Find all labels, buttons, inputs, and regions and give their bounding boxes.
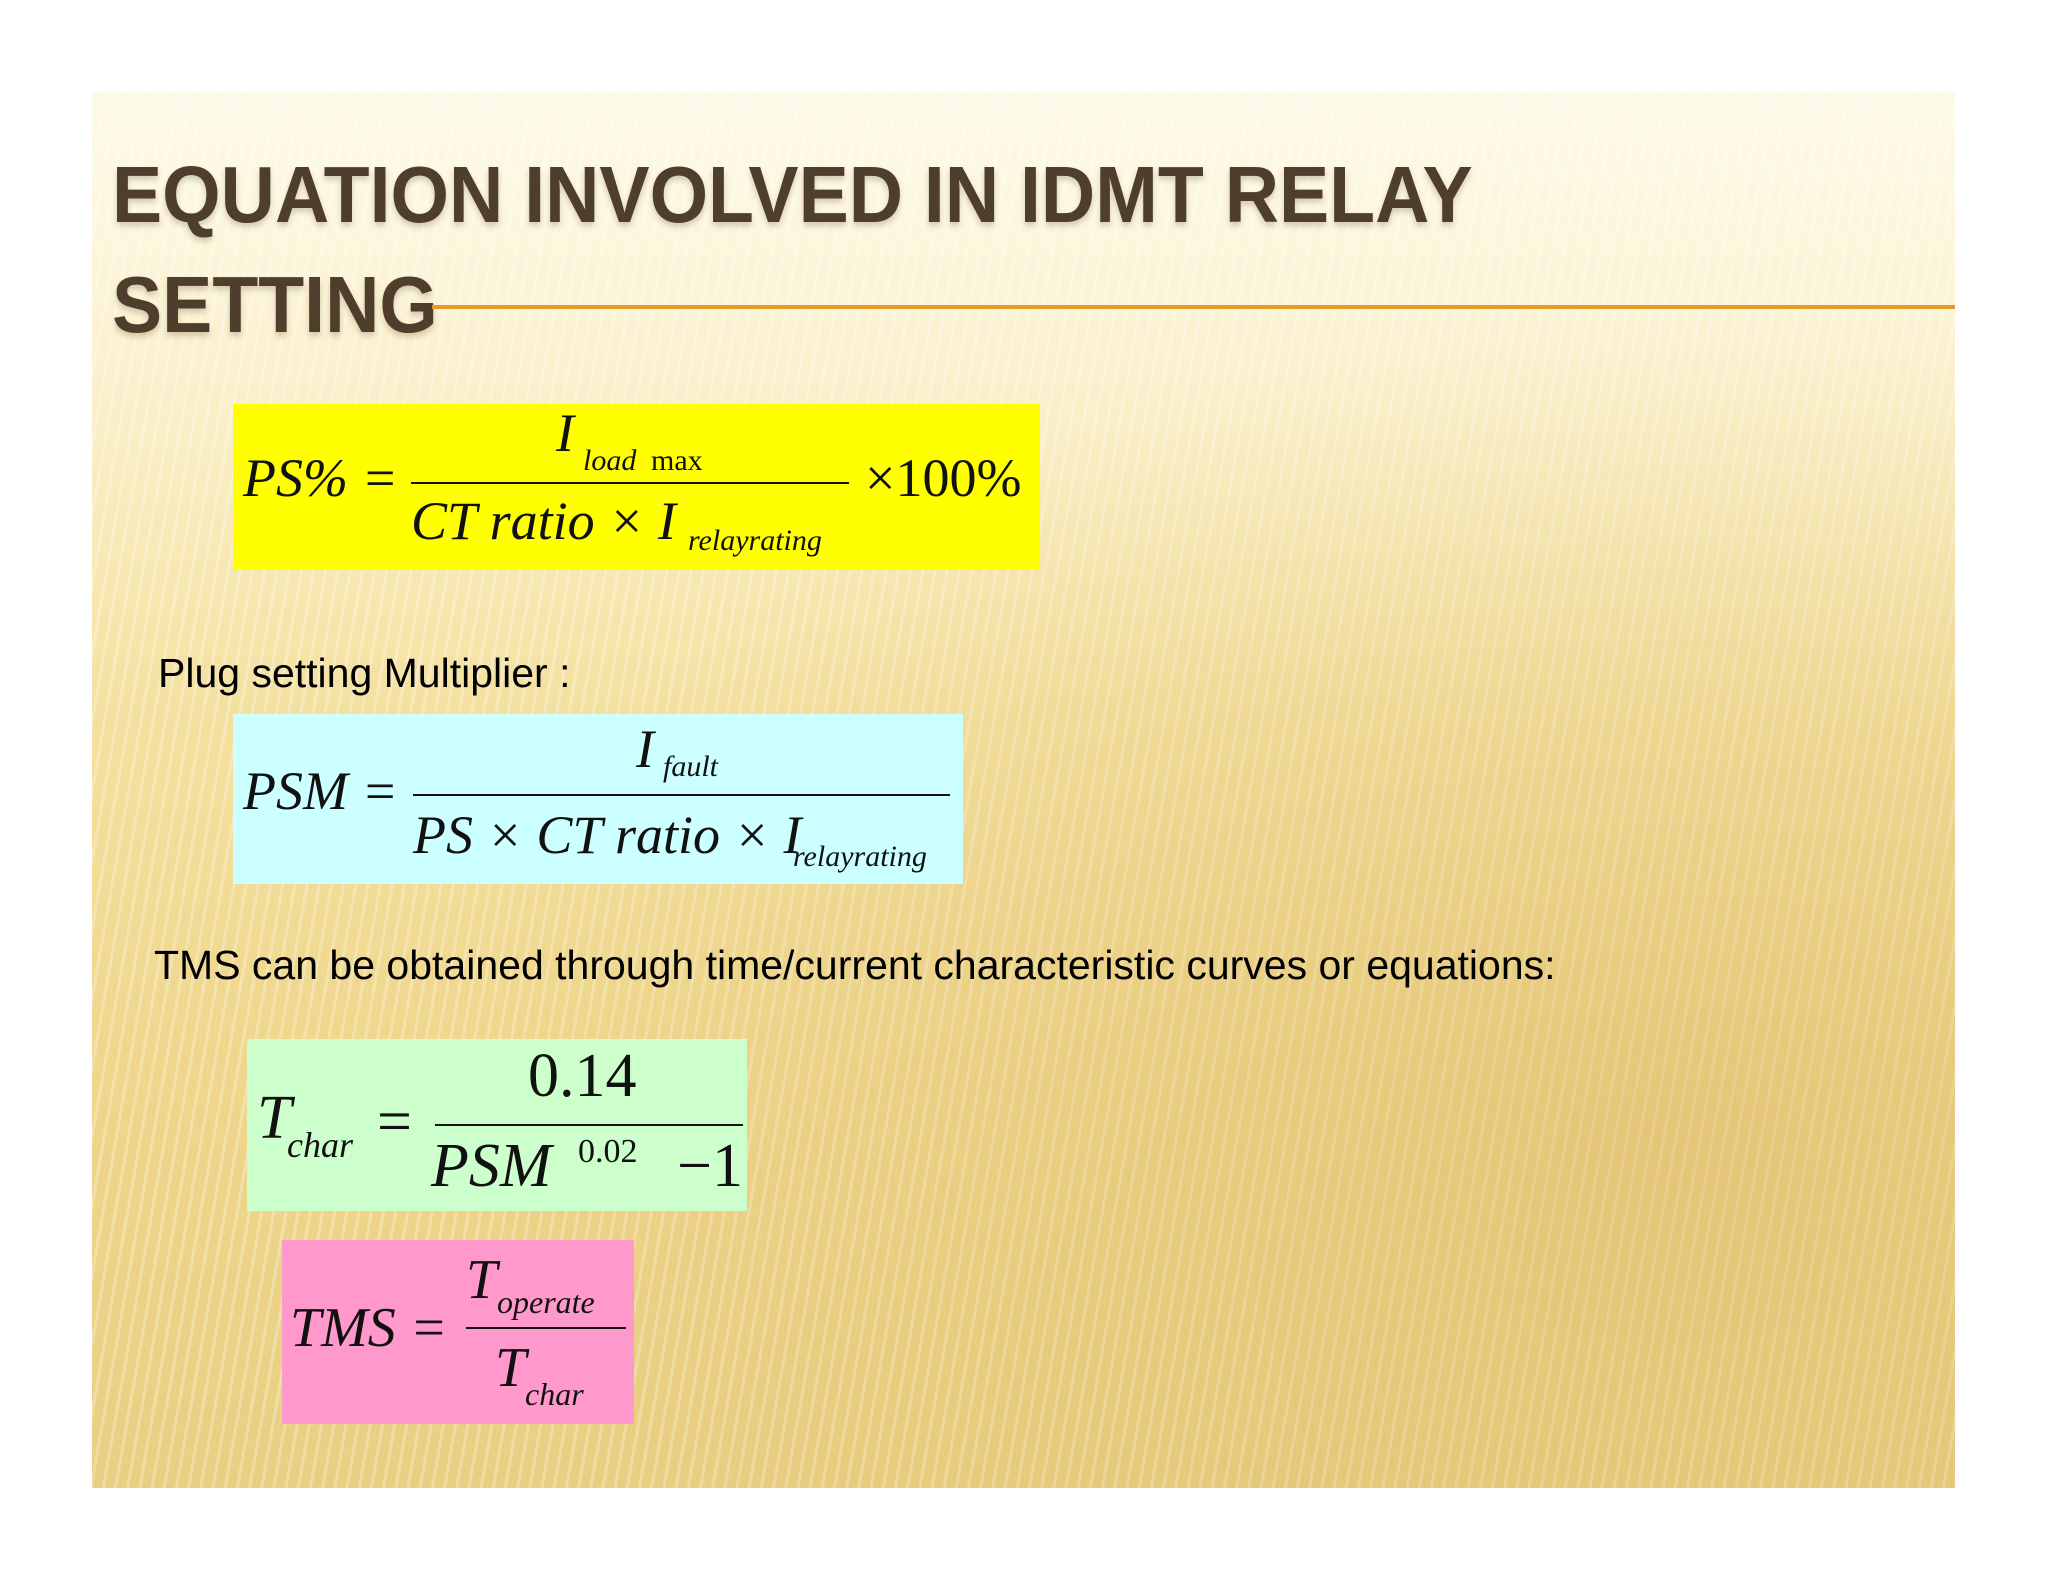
tms-lhs: TMS = — [290, 1297, 448, 1359]
t-char-lhs-T: T — [257, 1084, 292, 1152]
tms-num-T: T — [466, 1249, 498, 1311]
t-char-equation: T char = 0.14 PSM 0.02 −1 — [247, 1039, 747, 1211]
psm-fraction-bar — [413, 794, 950, 796]
psm-num-sub: fault — [663, 750, 719, 783]
t-char-fraction-bar — [435, 1124, 743, 1126]
t-char-equals: = — [377, 1088, 412, 1156]
title-underline — [432, 305, 1955, 309]
t-char-lhs-sub: char — [287, 1125, 353, 1165]
t-char-den-minus-one: −1 — [677, 1132, 743, 1200]
ps-num-sub-load: load — [583, 444, 637, 477]
title-line-1: EQUATION INVOLVED IN IDMT RELAY — [112, 150, 1473, 239]
slide-title: EQUATION INVOLVED IN IDMT RELAY SETTING — [112, 140, 1522, 360]
ps-percent-equation: PS% = I load max CT ratio × I relayratin… — [233, 404, 1040, 570]
ps-den-main: CT ratio × I — [411, 491, 677, 551]
psm-lhs: PSM = — [243, 761, 398, 821]
title-line-2: SETTING — [112, 260, 438, 349]
ps-num-sub-max: max — [651, 444, 703, 477]
t-char-den-psm: PSM — [431, 1132, 552, 1200]
ps-fraction-bar — [411, 482, 849, 484]
tms-num-sub: operate — [497, 1284, 595, 1320]
psm-label: Plug setting Multiplier : — [158, 650, 571, 696]
ps-times-100: ×100% — [865, 448, 1022, 508]
slide: EQUATION INVOLVED IN IDMT RELAY SETTING … — [92, 92, 1955, 1488]
tms-label: TMS can be obtained through time/current… — [154, 942, 1556, 988]
psm-den-sub: relayrating — [793, 840, 927, 873]
tms-den-T: T — [495, 1337, 527, 1399]
tms-fraction-bar — [466, 1327, 626, 1329]
ps-num-I: I — [556, 403, 574, 463]
psm-equation: PSM = I fault PS × CT ratio × I relayrat… — [233, 714, 963, 884]
t-char-den-exponent: 0.02 — [578, 1133, 638, 1170]
psm-den-main: PS × CT ratio × I — [413, 805, 802, 865]
tms-den-sub: char — [525, 1376, 584, 1412]
ps-den-sub: relayrating — [688, 524, 822, 557]
ps-lhs: PS% = — [243, 448, 398, 508]
psm-num-I: I — [636, 719, 654, 779]
t-char-numerator: 0.14 — [528, 1042, 637, 1110]
tms-equation: TMS = T operate T char — [282, 1240, 634, 1424]
